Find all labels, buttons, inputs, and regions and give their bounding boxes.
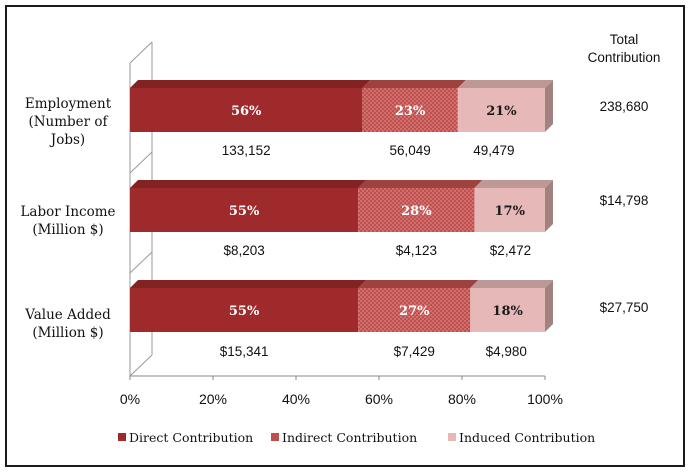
- percent-label: 17%: [494, 204, 525, 219]
- bar-top-face: [474, 180, 553, 188]
- category-label: (Number of: [28, 114, 108, 130]
- bar-segment: [457, 88, 545, 132]
- x-tick-label: 100%: [527, 391, 563, 407]
- bar-top-face: [130, 80, 371, 88]
- legend-label: Indirect Contribution: [282, 430, 417, 445]
- category-label: (Million $): [32, 222, 103, 238]
- x-tick-label: 20%: [199, 391, 227, 407]
- bar-top-face: [358, 180, 483, 188]
- wall-bottom-edge: [129, 354, 153, 377]
- total-value: $27,750: [600, 300, 649, 315]
- bar-side-face: [545, 180, 553, 232]
- value-label: 49,479: [473, 143, 514, 158]
- x-tick-label: 80%: [448, 391, 476, 407]
- x-tick-label: 60%: [365, 391, 393, 407]
- total-value: $14,798: [600, 193, 649, 208]
- category-label: Labor Income: [20, 204, 115, 220]
- value-label: $2,472: [490, 243, 531, 258]
- category-label: Jobs): [49, 132, 85, 148]
- percent-label: 18%: [492, 304, 523, 319]
- bar-side-face: [545, 280, 553, 332]
- x-tick-label: 40%: [282, 391, 310, 407]
- percent-label: 27%: [399, 304, 430, 319]
- bar-top-face: [130, 180, 367, 188]
- bar-top-face: [457, 80, 553, 88]
- total-header: Total: [610, 32, 639, 47]
- wall-top-edge: [129, 41, 153, 64]
- total-header: Contribution: [588, 50, 661, 65]
- bar-segment: [358, 288, 471, 332]
- legend: Direct Contribution Indirect Contribution…: [118, 430, 595, 445]
- bar-top-face: [362, 80, 466, 88]
- bar-top-face: [470, 280, 553, 288]
- bar-side-face: [545, 80, 553, 132]
- category-label: Value Added: [24, 307, 111, 323]
- value-label: $15,341: [220, 344, 269, 359]
- percent-label: 56%: [231, 104, 262, 119]
- percent-label: 28%: [401, 204, 432, 219]
- category-divider: [129, 251, 153, 274]
- percent-label: 23%: [395, 104, 426, 119]
- total-value: 238,680: [600, 99, 649, 114]
- percent-label: 55%: [229, 204, 260, 219]
- bar-top-face: [130, 280, 367, 288]
- bar-segment: [130, 188, 359, 232]
- category-label: Employment: [25, 96, 112, 112]
- bar-top-face: [358, 280, 479, 288]
- bar-segment: [130, 288, 359, 332]
- category-label: (Million $): [32, 325, 103, 341]
- value-label: $4,980: [486, 344, 527, 359]
- bar-segment: [130, 88, 363, 132]
- bar-segment: [474, 188, 545, 232]
- legend-swatch: [271, 433, 279, 441]
- value-label: $4,123: [396, 243, 437, 258]
- value-label: $8,203: [223, 243, 264, 258]
- category-divider: [129, 151, 153, 174]
- bar-group: [130, 80, 553, 332]
- legend-label: Induced Contribution: [459, 430, 595, 445]
- x-tick-label: 0%: [120, 391, 140, 407]
- bar-segment: [362, 88, 458, 132]
- bar-segment: [358, 188, 475, 232]
- legend-swatch: [118, 433, 126, 441]
- bar-segment: [470, 288, 545, 332]
- value-label: 133,152: [222, 143, 271, 158]
- value-label: $7,429: [394, 344, 435, 359]
- legend-label: Direct Contribution: [129, 430, 253, 445]
- legend-swatch: [448, 433, 456, 441]
- percent-label: 21%: [486, 104, 517, 119]
- value-label: 56,049: [389, 143, 430, 158]
- percent-label: 55%: [229, 304, 260, 319]
- label-group: 0% 20% 40% 60% 80% 100% 56% 133,152 23% 56,049 21%…: [20, 32, 660, 407]
